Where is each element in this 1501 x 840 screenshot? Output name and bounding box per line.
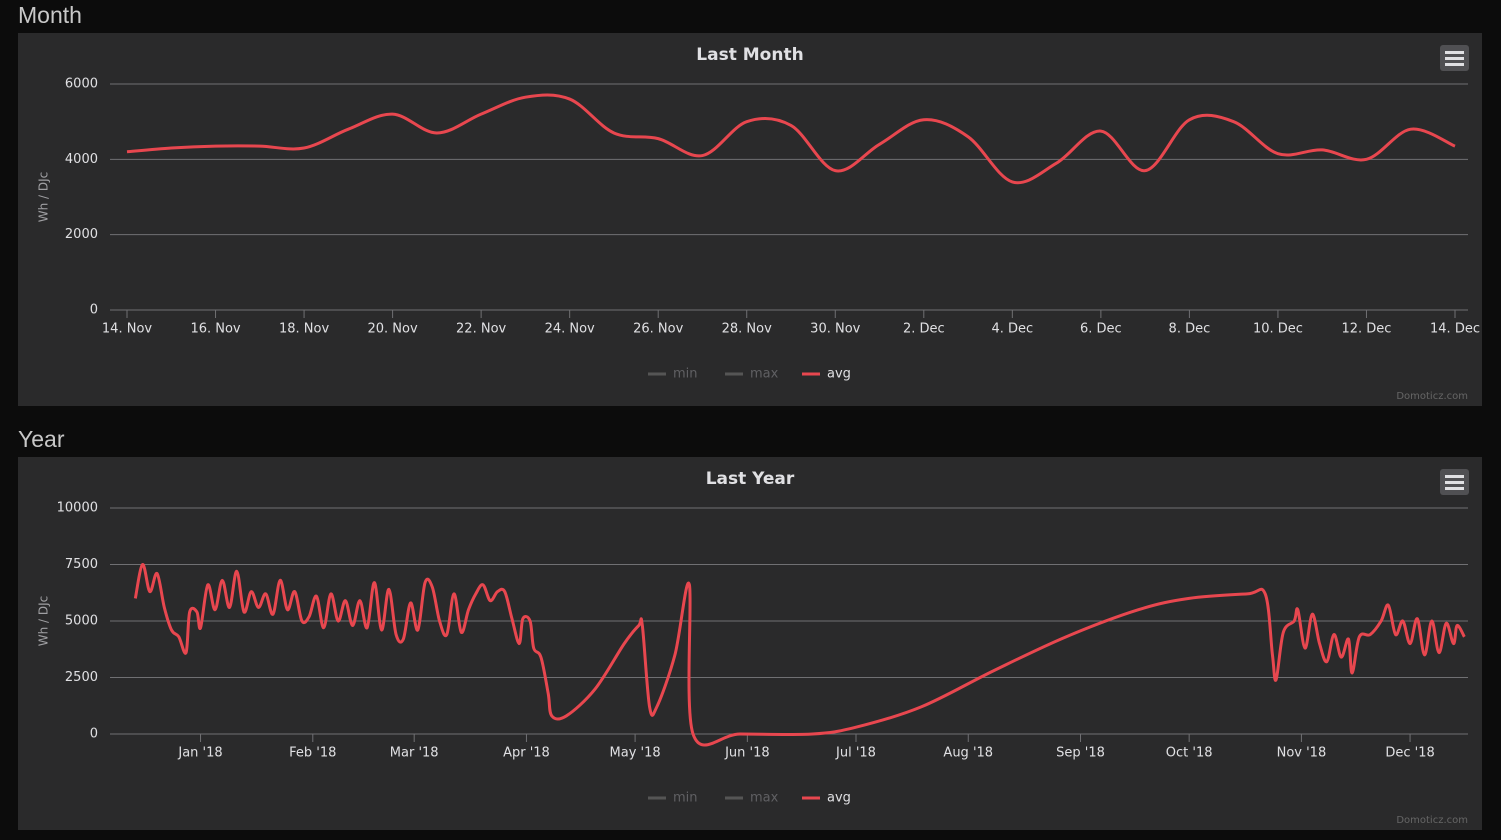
y-tick-label: 5000 [65, 614, 98, 629]
menu-icon-bar [1445, 57, 1464, 60]
chart-panel [18, 33, 1482, 406]
x-tick-label: 2. Dec [903, 322, 945, 337]
x-tick-label: 24. Nov [545, 322, 595, 337]
x-tick-label: 14. Nov [102, 322, 152, 337]
x-tick-label: Jul '18 [835, 746, 876, 761]
legend-item[interactable]: max [725, 791, 779, 806]
chart-panel [18, 457, 1482, 830]
chart-title: Last Year [706, 469, 795, 489]
chart-title: Last Month [696, 45, 803, 65]
y-tick-label: 2000 [65, 227, 98, 242]
legend-item[interactable]: max [725, 367, 779, 382]
x-tick-label: 12. Dec [1341, 322, 1391, 337]
y-tick-label: 6000 [65, 77, 98, 92]
section-heading: Month [18, 2, 82, 28]
x-tick-label: Feb '18 [289, 746, 336, 761]
legend-item[interactable]: avg [802, 791, 851, 806]
legend-label: avg [827, 791, 851, 806]
x-tick-label: 8. Dec [1169, 322, 1211, 337]
menu-button[interactable] [1440, 45, 1469, 71]
legend-label: min [673, 791, 698, 806]
x-tick-label: 4. Dec [991, 322, 1033, 337]
series-line [126, 93, 1456, 185]
legend-label: max [750, 367, 779, 382]
x-tick-label: Jan '18 [177, 746, 222, 761]
menu-icon-bar [1445, 51, 1464, 54]
y-tick-label: 0 [90, 727, 98, 742]
y-tick-label: 7500 [65, 557, 98, 572]
x-tick-label: May '18 [610, 746, 661, 761]
x-tick-label: 18. Nov [279, 322, 329, 337]
menu-icon-bar [1445, 63, 1464, 66]
x-tick-label: 26. Nov [633, 322, 683, 337]
x-tick-label: Mar '18 [390, 746, 439, 761]
y-axis-label: Wh / DJc [37, 172, 51, 223]
menu-icon-bar [1445, 487, 1464, 490]
y-tick-label: 0 [90, 303, 98, 318]
credits: Domoticz.com [1396, 815, 1468, 826]
x-tick-label: Nov '18 [1277, 746, 1327, 761]
y-axis-label: Wh / DJc [37, 596, 51, 647]
legend-label: max [750, 791, 779, 806]
menu-icon-bar [1445, 475, 1464, 478]
menu-button[interactable] [1440, 469, 1469, 495]
series-line [133, 562, 1466, 747]
y-tick-label: 2500 [65, 670, 98, 685]
section-heading: Year [18, 426, 65, 452]
menu-icon-bar [1445, 481, 1464, 484]
credits: Domoticz.com [1396, 391, 1468, 402]
x-tick-label: 6. Dec [1080, 322, 1122, 337]
x-tick-label: Dec '18 [1385, 746, 1434, 761]
x-tick-label: Jun '18 [724, 746, 770, 761]
x-tick-label: Oct '18 [1166, 746, 1213, 761]
legend-label: avg [827, 367, 851, 382]
x-tick-label: 14. Dec [1430, 322, 1480, 337]
x-tick-label: 20. Nov [368, 322, 418, 337]
legend-label: min [673, 367, 698, 382]
x-tick-label: Sep '18 [1056, 746, 1105, 761]
x-tick-label: Apr '18 [503, 746, 550, 761]
chart-1: Year Last Year Wh / DJc 0 2500 5000 7500 10000 J… [18, 426, 1482, 830]
x-tick-label: 10. Dec [1253, 322, 1303, 337]
x-tick-label: Aug '18 [943, 746, 993, 761]
x-tick-label: 28. Nov [722, 322, 772, 337]
y-tick-label: 4000 [65, 152, 98, 167]
legend-item[interactable]: avg [802, 367, 851, 382]
x-tick-label: 16. Nov [190, 322, 240, 337]
chart-0: Month Last Month Wh / DJc 0 2000 4000 6000 14. … [18, 2, 1482, 406]
legend-item[interactable]: min [648, 367, 698, 382]
x-tick-label: 22. Nov [456, 322, 506, 337]
x-tick-label: 30. Nov [810, 322, 860, 337]
y-tick-label: 10000 [57, 501, 98, 516]
legend-item[interactable]: min [648, 791, 698, 806]
